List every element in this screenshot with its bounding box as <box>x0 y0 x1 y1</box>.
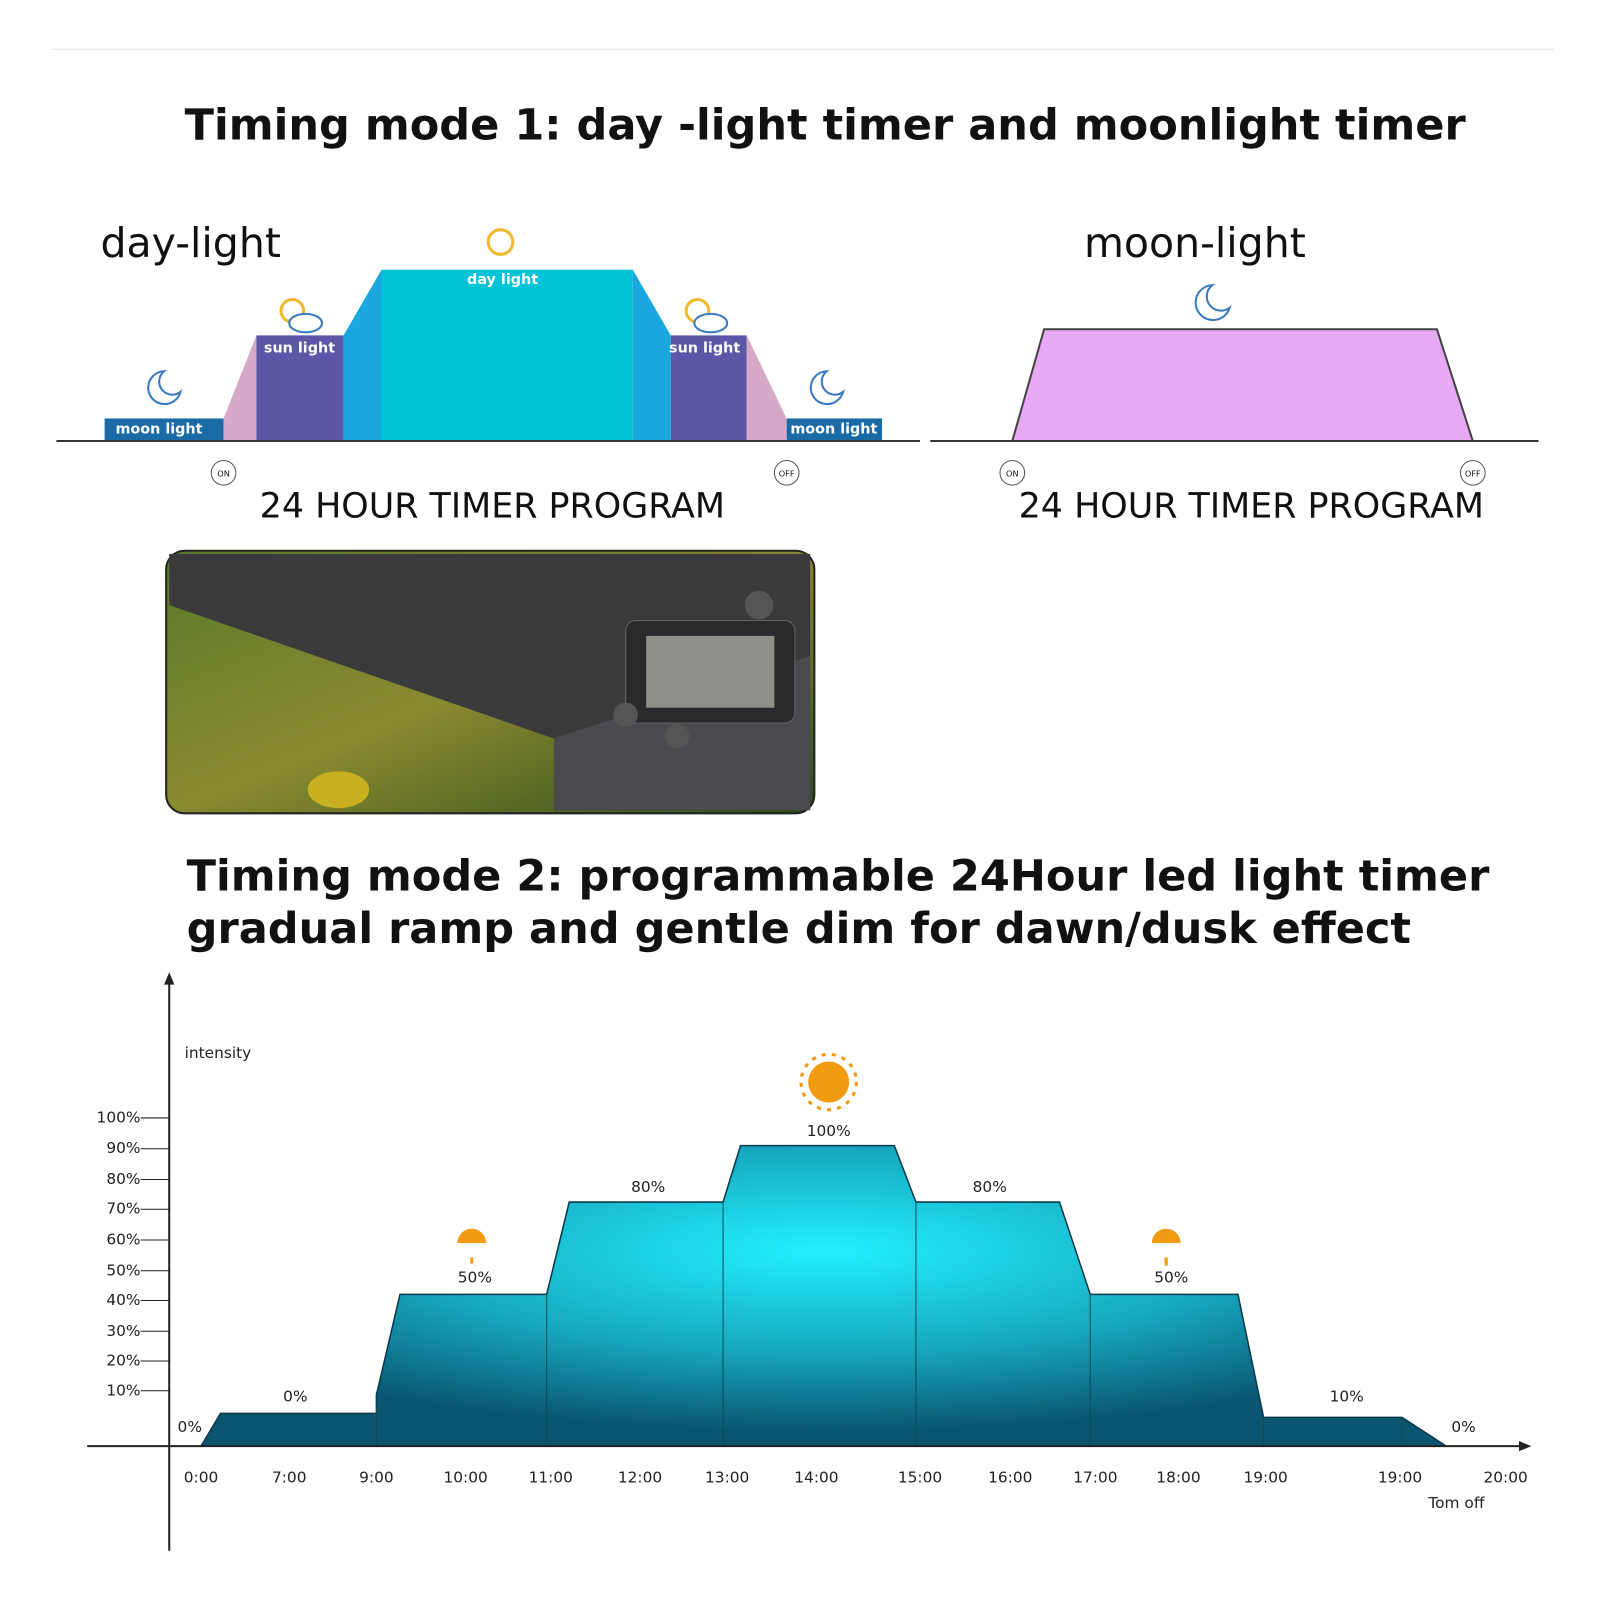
y-tick-label: 10% <box>106 1381 140 1399</box>
x-tick-label: 16:00 <box>988 1468 1032 1486</box>
level-label: 0% <box>178 1418 202 1436</box>
y-tick-label: 30% <box>106 1322 140 1340</box>
x-tick-label: 19:00 <box>1378 1468 1422 1486</box>
shape <box>1459 459 1486 486</box>
x-tick-label: 17:00 <box>1073 1468 1117 1486</box>
shape <box>210 459 237 486</box>
shape <box>147 370 183 406</box>
shape <box>104 418 224 442</box>
off-icon: OFF <box>779 468 795 478</box>
shape <box>288 312 324 334</box>
shape <box>646 635 775 708</box>
shape <box>223 335 257 442</box>
y-tick-label: 50% <box>106 1261 140 1279</box>
level-label: 100% <box>807 1122 851 1140</box>
level-label: 0% <box>283 1387 307 1405</box>
intensity-profile <box>87 972 1532 1551</box>
x-tick-label: 11:00 <box>529 1468 573 1486</box>
panel-label: moon-light <box>1084 219 1306 267</box>
shape <box>256 335 344 442</box>
x-tick-label: 13:00 <box>705 1468 749 1486</box>
caption: 24 HOUR TIMER PROGRAM <box>1019 487 1484 527</box>
shape <box>799 1052 858 1112</box>
y-tick-label: 70% <box>106 1200 140 1218</box>
shape <box>1010 328 1475 443</box>
off-icon: OFF <box>1465 468 1481 478</box>
title: gradual ramp and gentle dim for dawn/dus… <box>187 904 1411 954</box>
x-tick-label: 15:00 <box>898 1468 942 1486</box>
title: Timing mode 2: programmable 24Hour led l… <box>187 851 1490 901</box>
level-label: 10% <box>1330 1387 1364 1405</box>
shape <box>381 269 633 442</box>
x-tick-label: 0:00 <box>184 1468 219 1486</box>
x-tick-label: 20:00 <box>1483 1468 1527 1486</box>
y-tick-label: 40% <box>106 1291 140 1309</box>
shape <box>613 702 638 728</box>
x-tick-label: 7:00 <box>272 1468 307 1486</box>
shape <box>746 335 787 442</box>
shape <box>199 1144 1449 1447</box>
axis-ticks: 100% 90% 80% 70% 60% 50% 40% 30% 20% 10% 0:00 7:00 9… <box>97 1108 1528 1486</box>
phase-label: sun light <box>264 341 335 357</box>
y-tick-label: 90% <box>106 1139 140 1157</box>
shape <box>744 590 774 620</box>
y-tick-label: 80% <box>106 1170 140 1188</box>
x-tick-label: 19:00 <box>1243 1468 1287 1486</box>
product-photo <box>165 549 816 815</box>
level-label: 80% <box>631 1178 665 1196</box>
shape <box>999 459 1026 486</box>
on-icon: ON <box>1006 468 1019 478</box>
phase-label: moon light <box>790 422 877 438</box>
x-tick-label: 14:00 <box>794 1468 838 1486</box>
shape <box>664 724 690 749</box>
shape <box>343 269 382 442</box>
x-tick-label: 12:00 <box>618 1468 662 1486</box>
phase-label: moon light <box>115 422 202 438</box>
shape <box>693 312 729 334</box>
shape <box>786 418 883 442</box>
x-tick-label: 10:00 <box>443 1468 487 1486</box>
phase-label: day light <box>467 272 538 288</box>
shape <box>1135 1243 1197 1258</box>
level-label: 80% <box>973 1178 1007 1196</box>
x-tick-label: 18:00 <box>1156 1468 1200 1486</box>
shape <box>670 335 747 442</box>
shape <box>441 1243 503 1258</box>
y-tick-label: 100% <box>97 1108 141 1126</box>
title: Timing mode 1: day -light timer and moon… <box>185 101 1467 151</box>
phase-label: sun light <box>669 341 740 357</box>
shape <box>1518 1441 1532 1452</box>
daylight-diagram <box>56 228 920 486</box>
shape <box>375 1202 1403 1447</box>
end-note: Tom off <box>1427 1494 1484 1512</box>
panel-label: day-light <box>101 219 281 267</box>
shape <box>773 459 800 486</box>
level-label: 0% <box>1451 1418 1475 1436</box>
shape <box>307 771 370 809</box>
caption: 24 HOUR TIMER PROGRAM <box>260 487 725 527</box>
moonlight-diagram <box>930 283 1539 486</box>
y-tick-label: 60% <box>106 1231 140 1249</box>
x-tick-label: 9:00 <box>359 1468 394 1486</box>
level-label: 50% <box>1154 1268 1188 1286</box>
y-tick-label: 20% <box>106 1352 140 1370</box>
shape <box>1194 283 1232 321</box>
shape <box>486 228 515 256</box>
axis-label: intensity <box>185 1044 252 1062</box>
shape <box>164 972 175 985</box>
shape <box>808 1061 850 1103</box>
shape <box>632 269 671 442</box>
level-label: 50% <box>458 1268 492 1286</box>
on-icon: ON <box>217 468 230 478</box>
shape <box>809 370 845 406</box>
